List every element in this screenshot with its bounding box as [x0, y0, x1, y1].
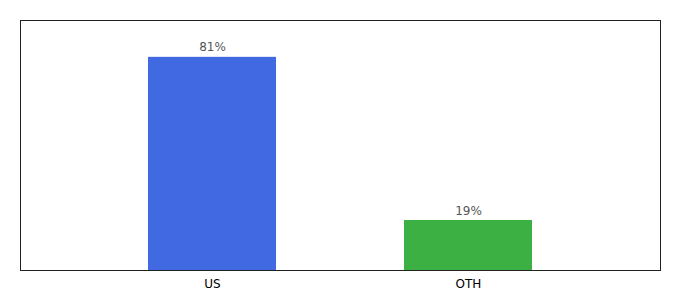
svg-text:19%: 19%	[455, 204, 482, 218]
svg-text:OTH: OTH	[456, 277, 482, 291]
svg-text:US: US	[204, 277, 220, 291]
svg-text:81%: 81%	[199, 40, 226, 54]
